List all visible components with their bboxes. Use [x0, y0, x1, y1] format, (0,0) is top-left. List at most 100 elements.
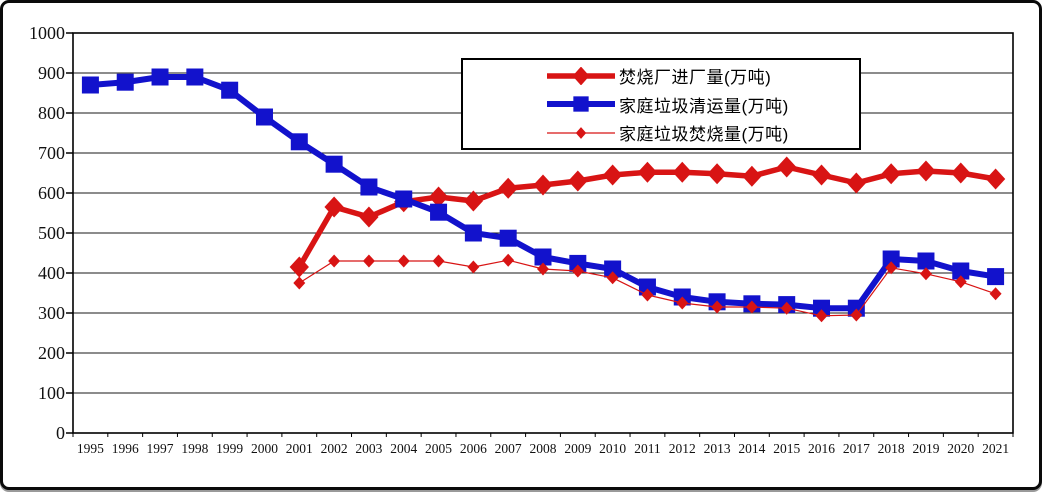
x-axis-label: 1996: [111, 441, 139, 456]
x-axis-label: 2012: [668, 441, 696, 456]
x-axis-label: 2008: [529, 441, 557, 456]
marker-diamond: [467, 260, 480, 274]
marker-diamond: [989, 287, 1002, 301]
legend-sample-marker: [573, 96, 589, 112]
marker-diamond: [568, 170, 588, 192]
x-axis-label: 2013: [703, 441, 731, 456]
marker-square: [151, 68, 169, 86]
marker-square: [81, 76, 99, 94]
marker-diamond: [745, 300, 758, 314]
marker-diamond: [324, 196, 344, 218]
x-axis-label: 1999: [216, 441, 244, 456]
marker-diamond: [641, 288, 654, 302]
marker-diamond: [571, 264, 584, 278]
marker-square: [255, 108, 273, 126]
y-axis-label: 1000: [29, 23, 65, 43]
marker-diamond: [428, 186, 449, 208]
marker-square: [290, 133, 308, 151]
x-axis-label: 2019: [912, 441, 940, 456]
x-axis-label: 2016: [808, 441, 836, 456]
marker-diamond: [815, 309, 828, 323]
marker-square: [813, 299, 831, 317]
marker-diamond: [397, 254, 410, 268]
marker-diamond: [954, 275, 967, 289]
marker-diamond: [919, 267, 932, 281]
x-axis-label: 2004: [390, 441, 418, 456]
y-axis-label: 700: [38, 143, 65, 163]
x-axis-label: 2021: [982, 441, 1010, 456]
marker-diamond: [951, 162, 971, 184]
marker-diamond: [359, 206, 379, 228]
marker-diamond: [498, 177, 518, 199]
marker-square: [186, 68, 204, 86]
x-axis-label: 2007: [494, 441, 522, 456]
marker-diamond: [777, 156, 797, 178]
marker-diamond: [637, 161, 658, 183]
marker-diamond: [289, 256, 309, 278]
marker-square: [847, 299, 865, 317]
marker-square: [360, 178, 378, 196]
marker-square: [325, 155, 343, 173]
marker-diamond: [502, 253, 515, 267]
legend-marker-thin-red-diamond-icon: [547, 126, 615, 139]
x-axis-label: 2010: [599, 441, 627, 456]
legend-label: 家庭垃圾清运量(万吨): [619, 96, 789, 116]
y-axis-label: 900: [38, 63, 65, 83]
marker-diamond: [742, 165, 762, 187]
marker-square: [116, 73, 134, 91]
x-axis-label: 2018: [877, 441, 905, 456]
marker-square: [569, 254, 587, 272]
marker-diamond: [537, 262, 549, 276]
series-household-waste-collected: [81, 68, 1005, 317]
y-axis-label: 600: [38, 183, 65, 203]
y-axis-label: 0: [56, 423, 65, 443]
marker-diamond: [846, 172, 866, 194]
chart-legend: 焚烧厂进厂量(万吨) 家庭垃圾清运量(万吨) 家庭垃圾焚烧量(万吨): [461, 58, 861, 150]
y-axis-label: 300: [38, 303, 65, 323]
legend-item-household-waste-incinerated: 家庭垃圾焚烧量(万吨): [463, 120, 859, 146]
marker-diamond: [885, 261, 898, 275]
marker-diamond: [606, 271, 619, 285]
marker-diamond: [850, 308, 863, 322]
marker-diamond: [707, 163, 727, 185]
x-axis-label: 2017: [842, 441, 870, 456]
x-axis-label: 2011: [634, 441, 661, 456]
marker-diamond: [533, 174, 553, 196]
x-axis-label: 2006: [459, 441, 487, 456]
x-axis-label: 1997: [146, 441, 174, 456]
marker-diamond: [711, 300, 724, 314]
marker-square: [638, 278, 656, 296]
x-axis-label: 2009: [564, 441, 592, 456]
series-household-waste-incinerated: [293, 253, 1002, 323]
marker-diamond: [293, 276, 306, 290]
marker-square: [534, 248, 552, 266]
marker-square: [917, 252, 935, 270]
marker-diamond: [676, 296, 689, 310]
x-axis-label: 1998: [181, 441, 209, 456]
marker-square: [604, 260, 622, 278]
marker-diamond: [811, 164, 832, 186]
marker-diamond: [362, 254, 375, 268]
marker-diamond: [672, 161, 692, 183]
marker-diamond: [881, 163, 901, 185]
marker-square: [430, 203, 448, 221]
x-axis-label: 2005: [425, 441, 453, 456]
marker-square: [464, 224, 482, 242]
y-axis-label: 100: [38, 383, 65, 403]
x-axis-label: 1995: [76, 441, 104, 456]
x-axis-label: 2000: [250, 441, 278, 456]
marker-diamond: [328, 254, 341, 268]
marker-diamond: [463, 190, 484, 212]
legend-label: 焚烧厂进厂量(万吨): [619, 68, 772, 87]
legend-marker-thick-red-diamond-icon: [547, 66, 615, 85]
legend-item-incinerator-intake: 焚烧厂进厂量(万吨): [463, 63, 859, 89]
marker-diamond: [985, 168, 1006, 190]
marker-square: [499, 229, 517, 247]
marker-diamond: [780, 301, 793, 315]
marker-diamond: [602, 164, 623, 186]
plot-border: [72, 32, 1014, 434]
x-axis-label: 2015: [773, 441, 801, 456]
y-axis-label: 200: [38, 343, 65, 363]
legend-item-household-waste-collected: 家庭垃圾清运量(万吨): [463, 91, 859, 117]
